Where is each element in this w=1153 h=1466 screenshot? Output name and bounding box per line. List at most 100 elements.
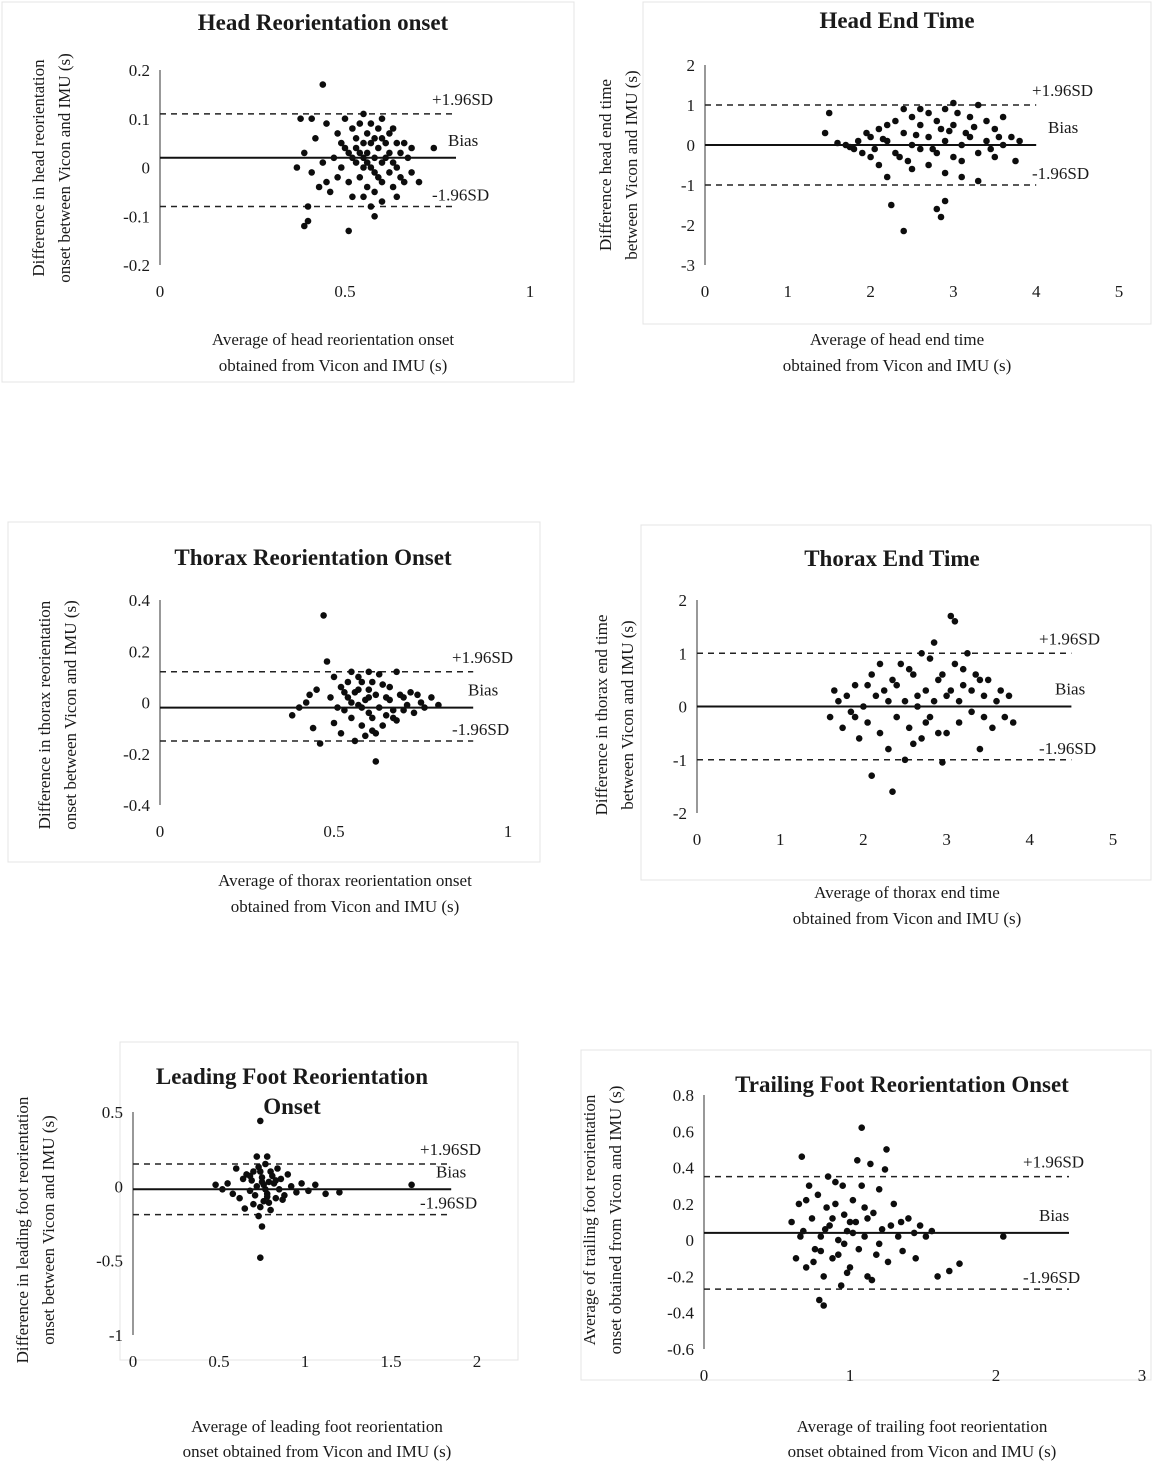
data-point <box>976 676 984 684</box>
data-point <box>991 125 999 133</box>
data-point <box>843 1269 851 1277</box>
y-tick-label: -1 <box>681 176 695 195</box>
data-point <box>400 139 408 147</box>
data-point <box>893 713 900 721</box>
data-point <box>875 125 883 133</box>
data-point <box>345 149 353 157</box>
x-tick-label: 1 <box>301 1352 310 1371</box>
data-point <box>854 137 862 145</box>
data-point <box>274 1165 281 1172</box>
data-point <box>897 1218 905 1226</box>
data-point <box>358 678 366 686</box>
upper-loa-label: +1.96SD <box>1032 81 1093 100</box>
data-point <box>851 713 859 721</box>
data-point <box>393 164 401 171</box>
y-tick-label: -0.2 <box>123 256 150 275</box>
data-point <box>941 105 949 113</box>
data-point <box>386 130 393 137</box>
data-point <box>839 724 846 732</box>
y-axis-title: Average of trailing foot reorientation <box>580 1094 599 1345</box>
data-point <box>378 115 386 122</box>
data-point <box>1001 713 1009 721</box>
data-point <box>375 174 382 181</box>
data-point <box>878 1226 886 1233</box>
x-axis-title: Average of head reorientation onset <box>212 330 455 349</box>
y-axis-title: onset between Vicon and IMU (s) <box>55 53 74 283</box>
data-point <box>899 1247 906 1255</box>
data-point <box>344 678 352 686</box>
data-point <box>367 120 375 127</box>
chart-head-end-time: Head End Time -3 -2 -1 0 1 2 0 1 2 3 4 5 +1.96SD Bias -… <box>577 0 1153 400</box>
data-point <box>253 1153 261 1160</box>
data-point <box>393 668 400 676</box>
data-point <box>348 714 355 722</box>
data-point <box>861 1204 868 1211</box>
chart-frame <box>1 1 575 383</box>
data-point <box>867 1160 874 1168</box>
data-point <box>904 157 912 165</box>
data-point <box>821 1226 829 1233</box>
x-tick-label: 2 <box>859 830 868 849</box>
chart-title: Thorax End Time <box>804 546 980 571</box>
data-point <box>864 1273 871 1280</box>
x-tick-label: 0 <box>129 1352 138 1371</box>
data-point <box>946 1267 953 1275</box>
data-point <box>344 694 352 701</box>
data-point <box>817 1247 825 1255</box>
data-point <box>983 117 990 125</box>
bias-label: Bias <box>1055 680 1085 699</box>
data-point <box>365 668 373 676</box>
y-tick-label: 0 <box>679 698 688 717</box>
data-point <box>930 697 938 705</box>
x-axis-title: obtained from Vicon and IMU (s) <box>231 897 460 916</box>
data-point <box>823 1204 830 1211</box>
y-tick-label: -0.2 <box>667 1267 694 1286</box>
x-tick-label: 3 <box>1138 1366 1147 1385</box>
data-point <box>832 1200 839 1208</box>
y-tick-label: -2 <box>673 804 687 823</box>
data-point <box>336 1189 343 1196</box>
lower-loa-label: -1.96SD <box>1032 164 1089 183</box>
data-point <box>1016 137 1023 145</box>
y-tick-label: -0.2 <box>123 745 150 764</box>
data-point <box>308 115 316 122</box>
data-point <box>1000 1233 1007 1240</box>
data-point <box>910 740 917 748</box>
data-point <box>386 683 394 691</box>
data-point <box>360 193 367 201</box>
x-tick-label: 1 <box>504 822 513 841</box>
data-point <box>287 1183 295 1190</box>
data-point <box>304 217 312 225</box>
chart-svg: Thorax Reorientation Onset -0.4 -0.2 0 0.2 0.… <box>7 521 541 916</box>
data-point <box>883 1146 890 1153</box>
data-point <box>917 121 924 129</box>
data-point <box>224 1180 231 1187</box>
x-axis-title: onset obtained from Vicon and IMU (s) <box>788 1442 1057 1461</box>
data-point <box>937 213 945 221</box>
data-point <box>363 130 371 137</box>
data-point <box>943 692 950 700</box>
bias-label: Bias <box>1039 1206 1069 1225</box>
y-tick-label: -3 <box>681 256 695 275</box>
data-point <box>802 1196 810 1204</box>
data-point <box>867 133 874 141</box>
chart-svg: Leading Foot Reorientation Onset -1 -0.5 0 0.… <box>13 1041 519 1461</box>
data-point <box>417 699 425 706</box>
data-point <box>947 687 955 694</box>
data-point <box>918 735 925 742</box>
data-point <box>868 772 875 779</box>
lower-loa-label: -1.96SD <box>1023 1268 1080 1287</box>
data-point <box>897 660 905 668</box>
x-axis-title: Average of head end time <box>810 330 984 349</box>
data-point <box>322 1190 329 1198</box>
data-point <box>941 197 949 205</box>
data-point <box>430 144 438 152</box>
chart-title: Head Reorientation onset <box>198 10 449 35</box>
y-axis-title: between Vicon and IMU (s) <box>622 70 641 259</box>
data-point <box>371 135 378 142</box>
data-point <box>389 125 397 132</box>
data-point <box>797 1233 804 1240</box>
data-point <box>250 1200 257 1208</box>
data-point <box>319 81 327 88</box>
data-point <box>415 178 423 186</box>
